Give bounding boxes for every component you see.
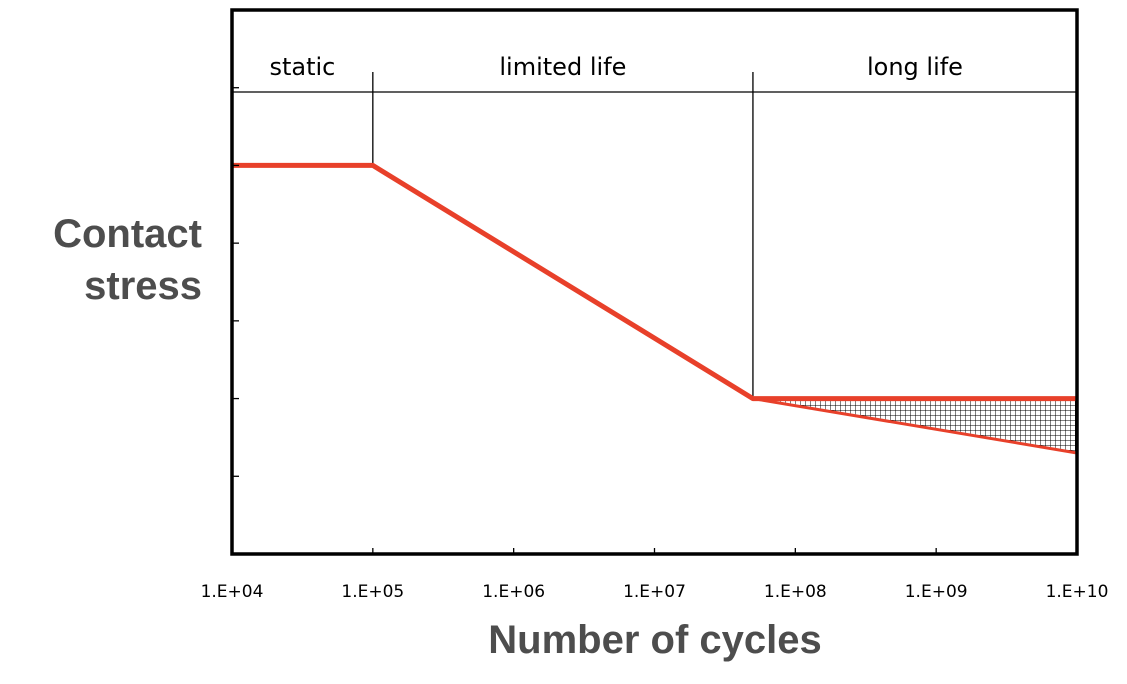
y-axis-label-line-2: stress [84, 264, 202, 308]
ticks-layer: 1.E+04 1.E+05 1.E+06 1.E+07 1.E+08 1.E+09 1.E+… [201, 87, 1109, 602]
region-lines-layer [232, 72, 1077, 399]
region-label: static [269, 53, 335, 81]
series-line [232, 162, 1077, 402]
region-labels-layer: static limited life long life [269, 53, 962, 81]
x-tick-label: 1.E+07 [623, 582, 686, 602]
x-tick-label: 1.E+06 [482, 582, 545, 602]
x-tick-label: 1.E+09 [905, 582, 968, 602]
x-tick-label: 1.E+04 [201, 582, 264, 602]
x-tick-label: 1.E+08 [764, 582, 827, 602]
series-layer [232, 162, 1078, 455]
x-tick-label: 1.E+10 [1046, 582, 1109, 602]
series-line [752, 397, 1078, 455]
x-tick-label: 1.E+05 [341, 582, 404, 602]
region-label: long life [867, 53, 963, 81]
region-label: limited life [499, 53, 626, 81]
x-axis-label: Number of cycles [488, 618, 822, 662]
y-axis-label-line-1: Contact [53, 212, 202, 256]
